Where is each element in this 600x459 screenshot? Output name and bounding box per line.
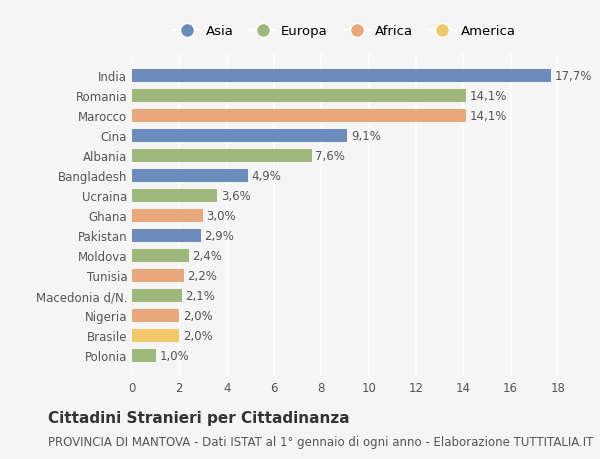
Legend: Asia, Europa, Africa, America: Asia, Europa, Africa, America [169,20,521,44]
Text: 3,6%: 3,6% [221,189,251,202]
Bar [132,110,466,123]
Bar [132,269,184,282]
Text: 2,9%: 2,9% [204,229,234,242]
Bar [132,209,203,222]
Bar [132,229,200,242]
Text: 14,1%: 14,1% [469,110,506,123]
Bar [132,189,217,202]
Text: 4,9%: 4,9% [251,169,281,182]
Text: 2,0%: 2,0% [183,329,212,342]
Bar [132,309,179,322]
Text: 7,6%: 7,6% [316,150,345,162]
Bar [132,289,182,302]
Text: 17,7%: 17,7% [554,70,592,83]
Bar [132,329,179,342]
Text: 14,1%: 14,1% [469,90,506,103]
Text: 2,2%: 2,2% [188,269,217,282]
Bar [132,70,551,83]
Text: Cittadini Stranieri per Cittadinanza: Cittadini Stranieri per Cittadinanza [48,410,350,425]
Bar [132,129,347,142]
Text: 2,4%: 2,4% [193,249,222,262]
Text: 2,0%: 2,0% [183,309,212,322]
Bar [132,349,155,362]
Text: PROVINCIA DI MANTOVA - Dati ISTAT al 1° gennaio di ogni anno - Elaborazione TUTT: PROVINCIA DI MANTOVA - Dati ISTAT al 1° … [48,435,593,448]
Text: 9,1%: 9,1% [351,129,381,142]
Bar [132,169,248,182]
Text: 3,0%: 3,0% [206,209,236,222]
Bar [132,150,312,162]
Text: 2,1%: 2,1% [185,289,215,302]
Bar [132,249,189,262]
Bar [132,90,466,102]
Text: 1,0%: 1,0% [159,349,189,362]
